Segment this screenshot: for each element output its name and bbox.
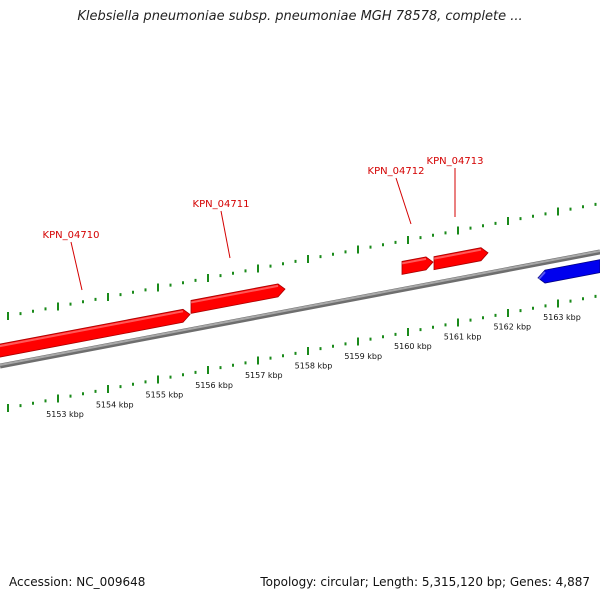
accession-text: Accession: NC_009648 [9,575,146,589]
gene-arrow-highlight [401,257,427,265]
gene-label[interactable]: KPN_04710 [43,230,100,241]
gene-label[interactable]: KPN_04713 [427,156,484,167]
gene-label[interactable]: KPN_04711 [193,199,250,210]
gene-arrow[interactable] [0,308,191,358]
gene-label-line [70,241,83,291]
backbone [0,249,600,369]
scale-label: 5161 kbp [444,332,482,341]
scale-label: 5160 kbp [394,342,432,351]
scale-label: 5163 kbp [543,313,581,322]
gene-arrow[interactable] [537,259,600,284]
gene-arrow[interactable] [401,256,434,275]
scale-label: 5158 kbp [295,362,333,371]
gene-arrow-highlight [190,284,279,304]
scale-labels: 5153 kbp 5154 kbp 5155 kbp 5156 kbp 5157 kbp… [46,313,581,419]
scale-label: 5153 kbp [46,410,84,419]
gene-arrow[interactable] [190,283,286,314]
gene-label-line [220,210,231,259]
map-title: Klebsiella pneumoniae subsp. pneumoniae … [77,9,523,24]
gene-arrow[interactable] [433,247,489,271]
gene-arrow-highlight [537,271,546,281]
topology-summary: Topology: circular; Length: 5,315,120 bp… [260,575,590,589]
scale-label: 5159 kbp [344,352,382,361]
gene-track [0,247,600,358]
gene-arrow-highlight [433,248,482,260]
gene-label-line [395,177,412,225]
lower-tick-track [7,294,597,412]
gene-arrow-highlight [0,310,184,348]
upper-tick-track [7,202,597,320]
scale-label: 5157 kbp [245,371,283,380]
scale-label: 5154 kbp [96,400,134,409]
scale-label: 5162 kbp [493,323,531,332]
scale-label: 5156 kbp [195,381,233,390]
gene-label[interactable]: KPN_04712 [368,166,425,177]
scale-label: 5155 kbp [146,391,184,400]
